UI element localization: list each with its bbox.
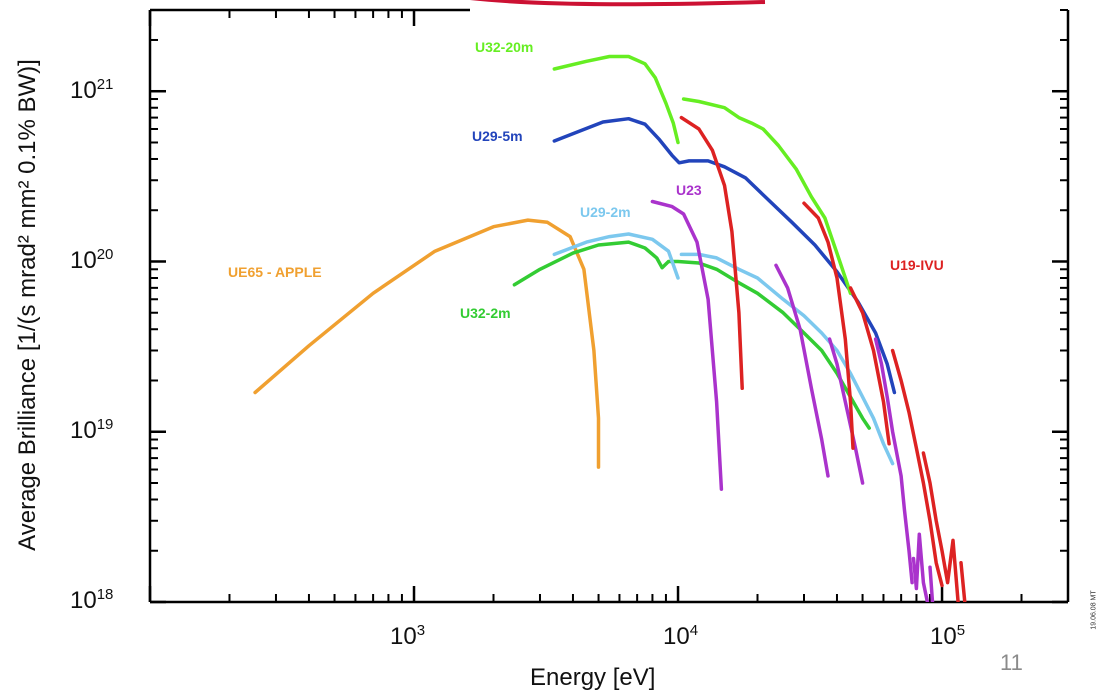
series-line-6-0 (679, 115, 744, 391)
series-label-5: U32-2m (460, 305, 511, 321)
series-line-5-2 (827, 337, 865, 485)
y-axis-label: Average Brilliance [1/(s mrad² mm² 0.1% … (14, 59, 41, 551)
series-label-0: U32-20m (475, 39, 533, 55)
series-label-4: UE65 - APPLE (228, 264, 322, 280)
series-line-3-0 (552, 116, 897, 395)
series-label-2: U23 (676, 182, 702, 198)
x-axis-label: Energy [eV] (530, 664, 656, 691)
series-line-5-5 (928, 565, 935, 602)
series-line-6-5 (959, 561, 967, 602)
series-label-1: U29-5m (472, 128, 523, 144)
series-line-1-0 (512, 240, 871, 430)
y-tick-label-20: 1020 (70, 246, 114, 274)
top-curve-fragment (469, 0, 766, 7)
series-line-6-3 (890, 348, 944, 588)
series-line-4-1 (681, 97, 853, 296)
series-line-6-1 (802, 201, 855, 450)
series-line-6-4 (921, 451, 960, 602)
series-line-5-4 (911, 532, 930, 602)
slide-number: 11 (1000, 650, 1023, 675)
series-line-2-0 (552, 232, 680, 280)
x-tick-label-3: 103 (390, 622, 426, 650)
series-line-5-1 (774, 263, 830, 478)
date-stamp: 19.06.08 MT (1090, 590, 1098, 630)
x-tick-label-5: 105 (930, 622, 966, 650)
y-tick-label-19: 1019 (70, 416, 114, 444)
series-label-6: U19-IVU (890, 257, 944, 273)
x-tick-label-4: 104 (663, 622, 699, 650)
series-label-3: U29-2m (580, 204, 631, 220)
series-line-2-1 (679, 252, 895, 466)
series-group (253, 54, 967, 602)
series-line-5-0 (650, 199, 724, 491)
series-line-0-0 (253, 218, 601, 469)
series-line-6-2 (848, 286, 891, 446)
series-line-4-0 (552, 54, 680, 145)
series-line-5-3 (873, 337, 914, 585)
y-tick-label-21: 1021 (70, 76, 114, 104)
y-tick-label-18: 1018 (70, 586, 114, 614)
